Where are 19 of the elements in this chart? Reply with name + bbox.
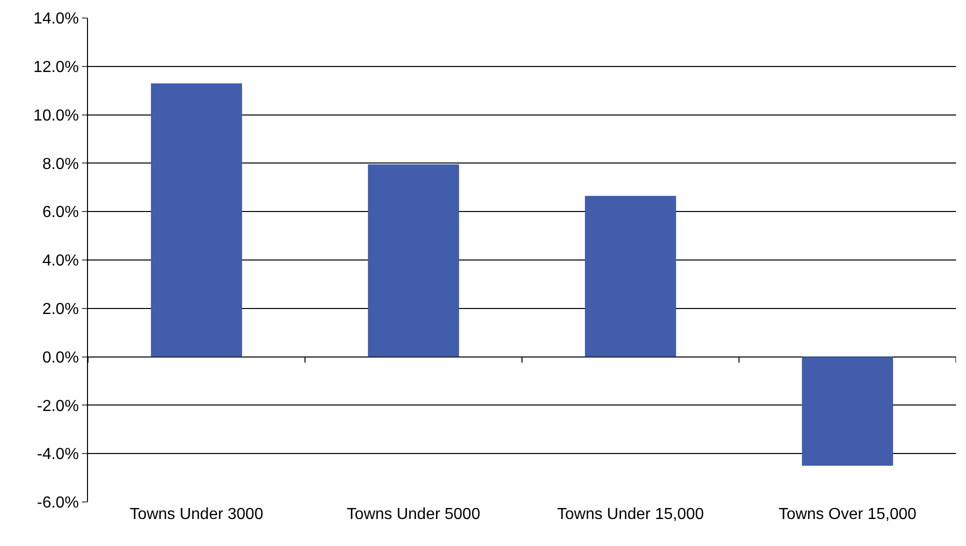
y-tick-label: 8.0% — [42, 156, 79, 173]
y-tick-label: 14.0% — [33, 10, 79, 28]
y-tick-label: 10.0% — [33, 107, 79, 124]
y-tick-label: 0.0% — [42, 349, 79, 366]
x-tick-label: Towns Under 3000 — [130, 506, 264, 523]
x-tick-label: Towns Over 15,000 — [778, 506, 917, 523]
y-tick-label: 6.0% — [42, 204, 79, 222]
x-tick-label: Towns Under 5000 — [346, 506, 480, 523]
bar — [802, 356, 894, 466]
y-tick-label: 12.0% — [33, 59, 79, 76]
x-tick-label: Towns Under 15,000 — [557, 506, 704, 523]
y-tick-label: -4.0% — [37, 446, 79, 464]
y-tick-label: 2.0% — [42, 301, 79, 318]
bar — [368, 164, 460, 357]
bar — [150, 83, 242, 357]
bar — [584, 196, 676, 357]
y-tick-label: 4.0% — [42, 252, 79, 270]
y-tick-label: -2.0% — [37, 398, 79, 415]
y-tick-label: -6.0% — [37, 494, 79, 512]
